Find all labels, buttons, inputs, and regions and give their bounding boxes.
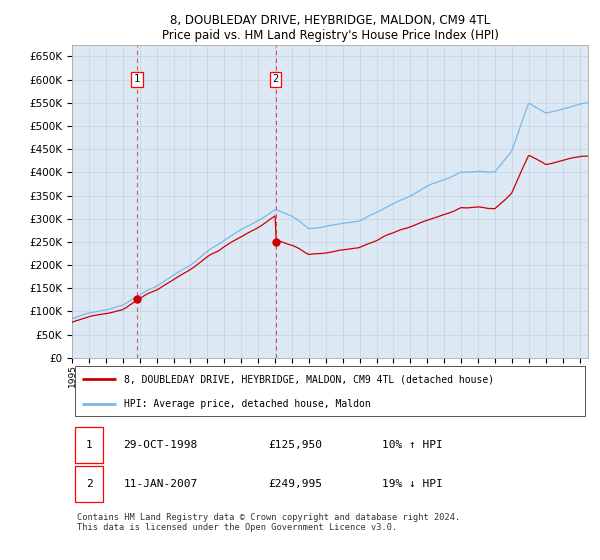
Text: 8, DOUBLEDAY DRIVE, HEYBRIDGE, MALDON, CM9 4TL (detached house): 8, DOUBLEDAY DRIVE, HEYBRIDGE, MALDON, C… [124, 374, 494, 384]
Text: 10% ↑ HPI: 10% ↑ HPI [382, 440, 442, 450]
Text: 11-JAN-2007: 11-JAN-2007 [124, 479, 198, 489]
Text: £249,995: £249,995 [268, 479, 322, 489]
Text: 1: 1 [86, 440, 92, 450]
Text: HPI: Average price, detached house, Maldon: HPI: Average price, detached house, Mald… [124, 399, 370, 409]
Text: 2: 2 [86, 479, 92, 489]
Text: 29-OCT-1998: 29-OCT-1998 [124, 440, 198, 450]
Text: 2: 2 [272, 74, 278, 84]
Text: £125,950: £125,950 [268, 440, 322, 450]
FancyBboxPatch shape [74, 366, 586, 416]
FancyBboxPatch shape [74, 427, 103, 463]
Text: 1: 1 [134, 74, 140, 84]
Text: Contains HM Land Registry data © Crown copyright and database right 2024.
This d: Contains HM Land Registry data © Crown c… [77, 513, 460, 533]
FancyBboxPatch shape [74, 466, 103, 502]
Text: 19% ↓ HPI: 19% ↓ HPI [382, 479, 442, 489]
Title: 8, DOUBLEDAY DRIVE, HEYBRIDGE, MALDON, CM9 4TL
Price paid vs. HM Land Registry's: 8, DOUBLEDAY DRIVE, HEYBRIDGE, MALDON, C… [161, 14, 499, 42]
